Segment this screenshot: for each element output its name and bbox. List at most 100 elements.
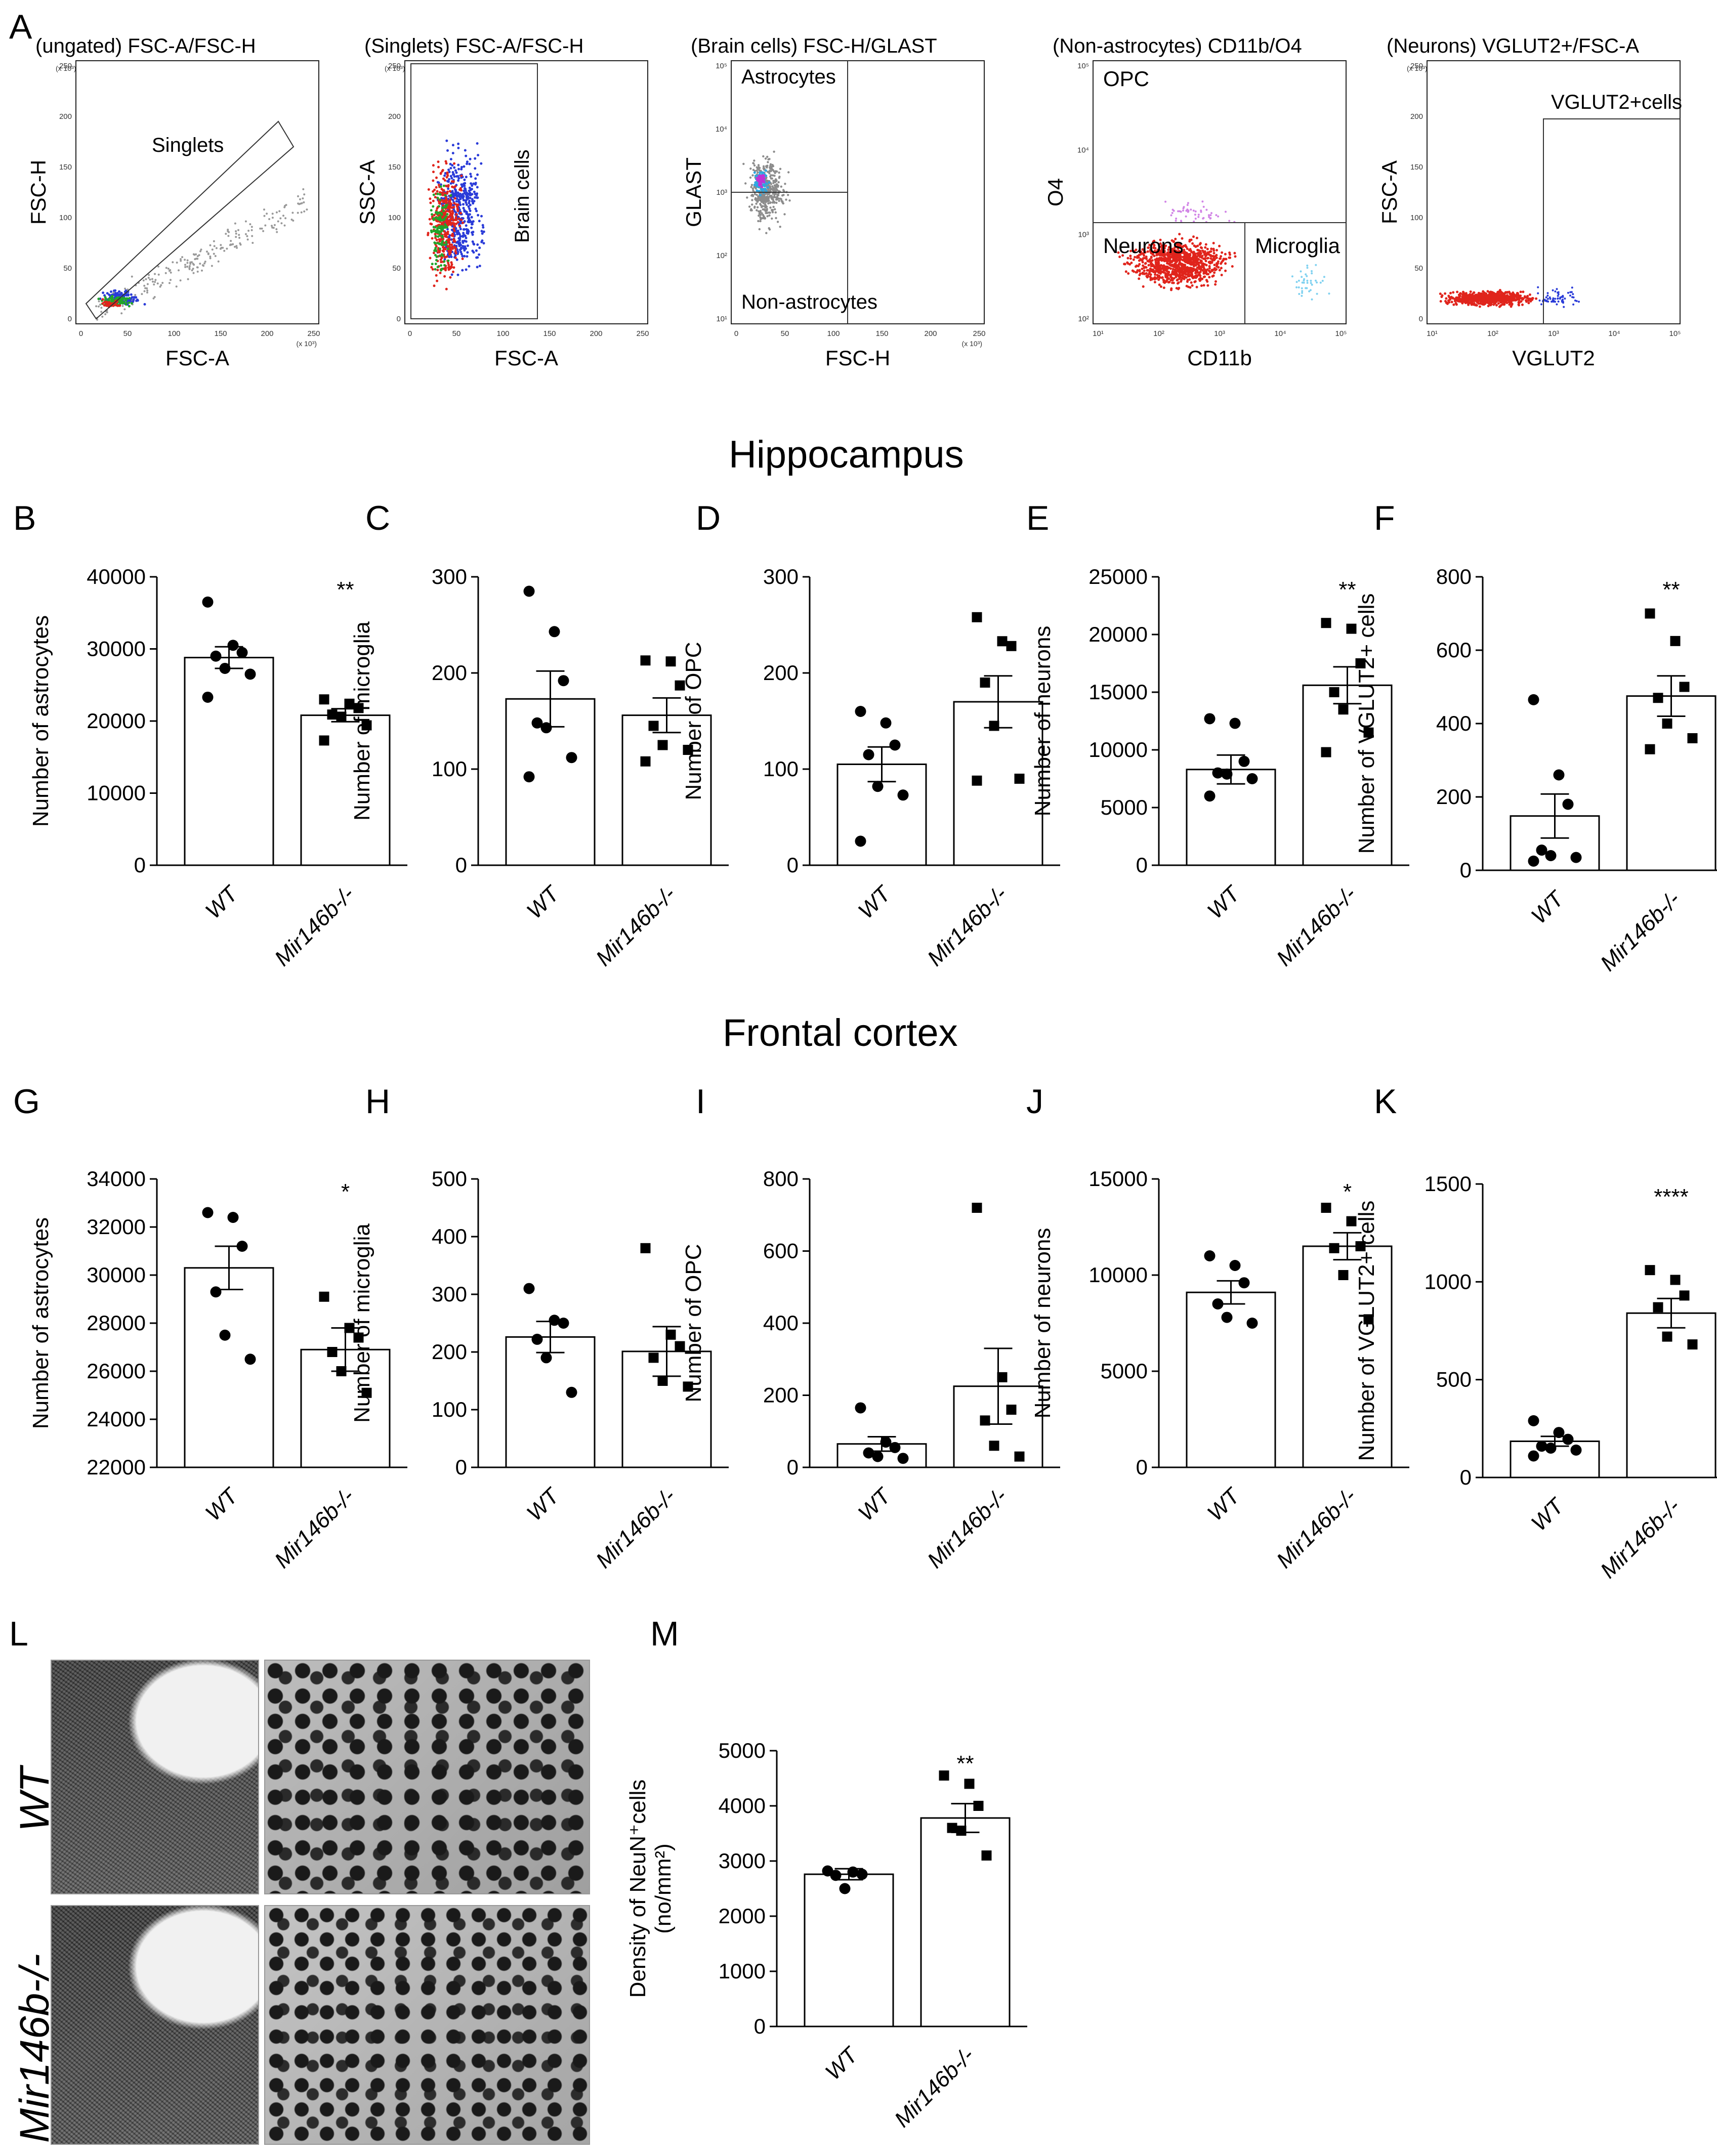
data-point-wt	[830, 1870, 842, 1881]
x-category-label: WT	[201, 1483, 244, 1526]
flow-event	[439, 247, 441, 250]
y-tick-label: 32000	[87, 1215, 146, 1239]
flow-event	[452, 180, 455, 183]
data-point-mir146b-ko	[665, 656, 676, 667]
flow-event	[196, 258, 199, 260]
flow-event	[478, 253, 481, 256]
flow-event	[432, 205, 435, 208]
y-tick-label: 500	[1436, 1368, 1472, 1391]
flow-event	[766, 215, 769, 218]
data-point-mir146b-ko	[1687, 1339, 1698, 1350]
flow-event	[468, 186, 471, 189]
flow-event	[439, 183, 442, 186]
flow-event	[470, 223, 473, 226]
flow-event	[452, 270, 454, 273]
flow-event	[753, 159, 756, 162]
flow-event	[124, 303, 128, 306]
flow-event	[437, 251, 439, 253]
y-tick-label: 200	[763, 661, 799, 685]
flow-event	[453, 175, 456, 178]
flow-event	[441, 229, 444, 232]
x-category-label: WT	[201, 880, 244, 923]
flow-event	[247, 230, 250, 232]
flow-event	[446, 174, 449, 177]
data-point-wt	[1246, 1318, 1258, 1329]
flow-event	[448, 234, 451, 237]
flow-event	[239, 243, 242, 246]
flow-event	[211, 265, 213, 267]
flow-event	[432, 164, 435, 167]
significance-marker: **	[956, 1751, 974, 1776]
flow-event	[445, 240, 448, 243]
significance-marker: **	[337, 577, 354, 602]
flow-event	[463, 255, 466, 258]
flow-event	[143, 303, 146, 306]
flow-event	[476, 243, 479, 246]
flow-plot-frame	[75, 60, 319, 324]
flow-event	[135, 296, 138, 299]
flow-event	[436, 217, 439, 220]
flow-event	[297, 202, 300, 205]
flow-event	[124, 297, 127, 300]
x-category-label: Mir146b-/-	[890, 2043, 979, 2132]
flow-event	[446, 230, 449, 233]
flow-event	[752, 168, 755, 171]
data-point-wt	[889, 739, 901, 751]
flow-event	[431, 237, 434, 240]
flow-panel-2: (Singlets) FSC-A/FSC-H 0 50 100 150 200 250 0 50…	[355, 35, 649, 370]
flow-event	[127, 288, 129, 291]
flow-event	[204, 261, 206, 263]
flow-event	[447, 207, 450, 210]
flow-event	[227, 230, 229, 232]
flow-event	[442, 219, 445, 222]
flow-y-tick: 10³	[716, 188, 727, 197]
y-tick-label: 5000	[1101, 795, 1148, 819]
flow-event	[290, 219, 293, 221]
data-point-wt	[880, 717, 892, 729]
y-tick-label: 10000	[1088, 1263, 1148, 1287]
gate-singlets	[85, 120, 295, 320]
flow-event	[757, 220, 760, 223]
flow-event	[474, 157, 477, 160]
flow-event	[437, 184, 440, 186]
flow-event	[439, 258, 442, 261]
flow-event	[753, 193, 757, 195]
data-point-wt	[1238, 755, 1250, 767]
flow-event	[279, 217, 282, 220]
flow-event	[124, 287, 127, 290]
flow-event	[445, 233, 448, 236]
flow-event	[444, 194, 447, 197]
panel-letter-c: C	[365, 499, 391, 537]
flow-event	[436, 269, 439, 272]
data-point-mir146b-ko	[327, 1347, 338, 1357]
histology-label-wt: WT	[12, 1767, 58, 1832]
chart-i: 0 200 400 600 800 Number of OPC WT Mir146b-/-	[681, 1167, 1060, 1573]
flow-event	[775, 170, 778, 173]
flow-event	[277, 220, 279, 223]
flow-event	[467, 205, 470, 208]
flow-event	[448, 208, 451, 212]
flow-event	[451, 198, 454, 201]
flow-event	[780, 185, 783, 188]
flow-event	[470, 182, 473, 185]
flow-event	[459, 203, 462, 206]
flow-event	[460, 185, 464, 188]
flow-event	[448, 247, 451, 250]
flow-event	[437, 160, 440, 163]
flow-event	[175, 285, 178, 288]
data-point-wt	[236, 647, 248, 658]
flow-event	[772, 165, 775, 167]
flow-event	[449, 162, 452, 165]
flow-event	[170, 271, 172, 274]
flow-event	[746, 196, 748, 199]
chart-h: 0 100 200 300 400 500 Number of microglia WT Mir…	[350, 1167, 729, 1573]
data-point-mir146b-ko	[1645, 608, 1655, 619]
flow-event	[119, 301, 122, 304]
flow-event	[774, 196, 776, 198]
flow-event	[148, 274, 150, 276]
flow-event	[263, 215, 266, 217]
flow-x-tick: 0	[79, 329, 83, 338]
flow-event	[209, 244, 212, 246]
flow-event	[764, 157, 767, 160]
flow-event	[469, 173, 472, 176]
